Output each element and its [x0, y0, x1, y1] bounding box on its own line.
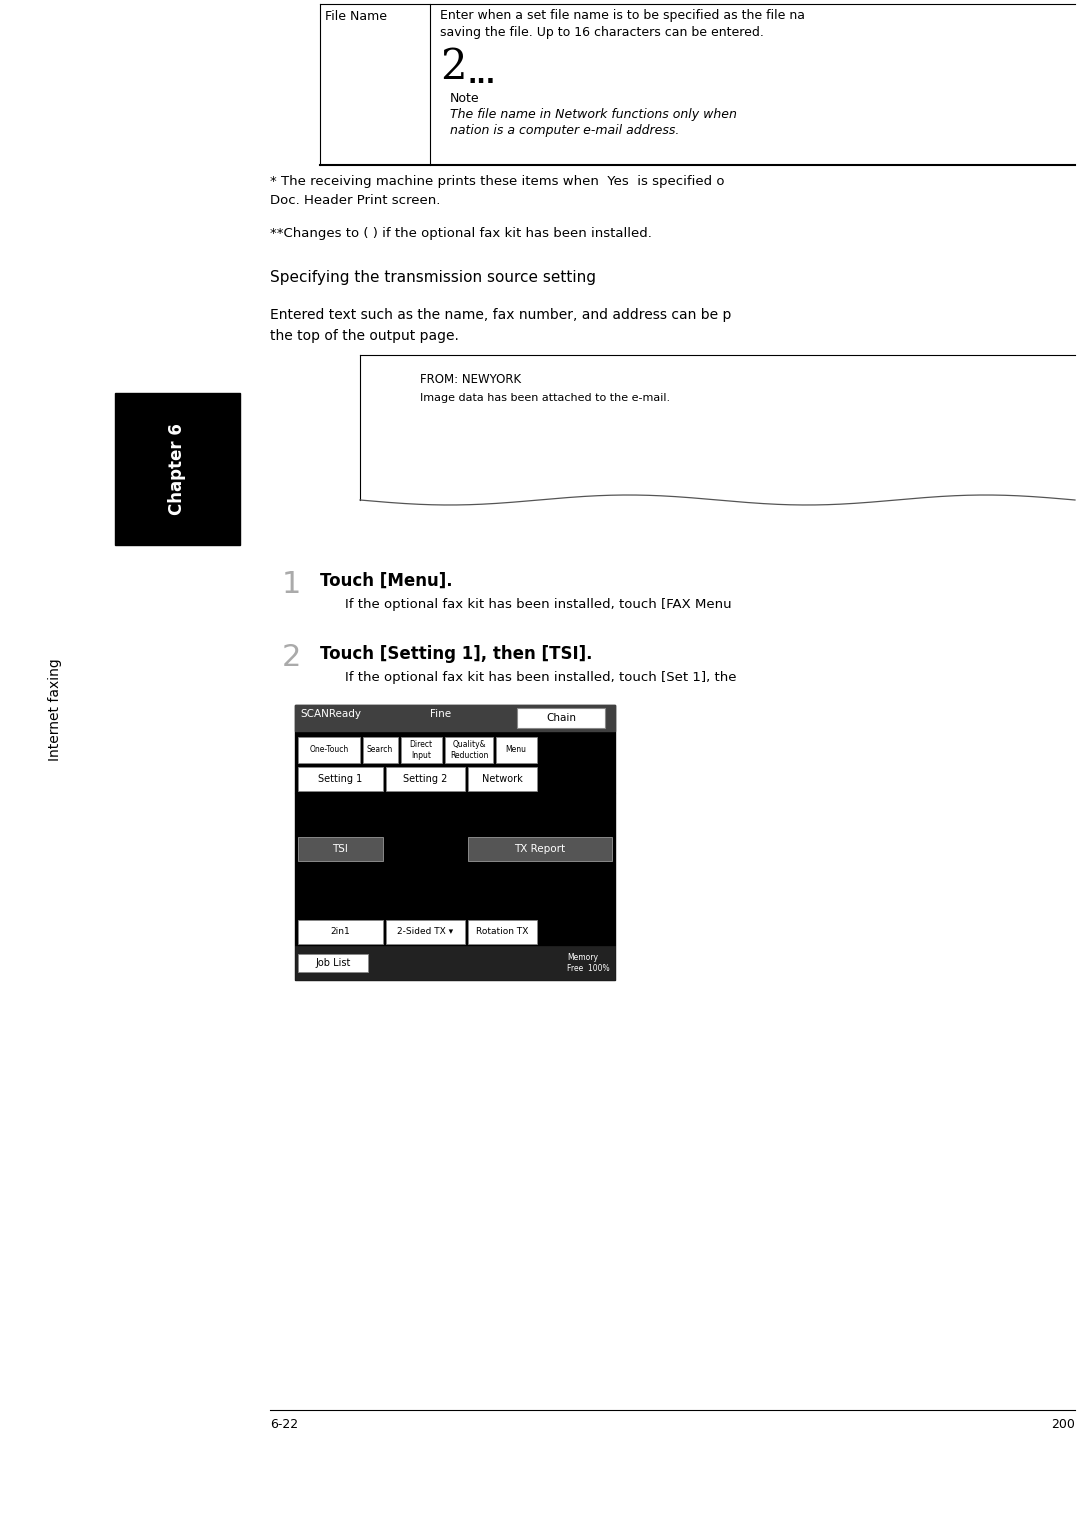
Text: The file name in Network functions only when: The file name in Network functions only … — [450, 109, 737, 121]
Bar — [468, 920, 537, 943]
Text: Job List: Job List — [315, 959, 351, 968]
Text: 200: 200 — [1051, 1417, 1075, 1431]
Bar — [401, 737, 442, 763]
Bar — [468, 768, 537, 790]
Bar — [445, 737, 492, 763]
Text: ...: ... — [468, 64, 496, 89]
Bar — [114, 393, 240, 544]
Text: **Changes to ( ) if the optional fax kit has been installed.: **Changes to ( ) if the optional fax kit… — [270, 226, 652, 240]
Text: saving the file. Up to 16 characters can be entered.: saving the file. Up to 16 characters can… — [440, 26, 764, 40]
Bar — [295, 946, 615, 980]
Text: * The receiving machine prints these items when  Yes  is specified o: * The receiving machine prints these ite… — [270, 174, 725, 188]
Bar — [298, 768, 383, 790]
Text: Entered text such as the name, fax number, and address can be p: Entered text such as the name, fax numbe… — [270, 307, 731, 323]
Bar — [386, 768, 465, 790]
Text: 1: 1 — [282, 570, 301, 599]
Text: TSI: TSI — [332, 844, 348, 855]
Text: 2: 2 — [440, 46, 467, 89]
Bar — [298, 836, 383, 861]
Text: Network: Network — [482, 774, 523, 784]
Text: nation is a computer e-mail address.: nation is a computer e-mail address. — [450, 124, 679, 138]
Text: One-Touch: One-Touch — [309, 746, 349, 754]
Text: 2in1: 2in1 — [330, 928, 350, 936]
Text: If the optional fax kit has been installed, touch [Set 1], the: If the optional fax kit has been install… — [345, 671, 737, 683]
Text: 6-22: 6-22 — [270, 1417, 298, 1431]
Text: Specifying the transmission source setting: Specifying the transmission source setti… — [270, 271, 596, 284]
Text: Setting 2: Setting 2 — [403, 774, 447, 784]
Text: Image data has been attached to the e-mail.: Image data has been attached to the e-ma… — [420, 393, 670, 404]
Bar — [468, 836, 612, 861]
Text: Rotation TX: Rotation TX — [476, 928, 528, 936]
Bar — [295, 705, 615, 980]
Text: Memory
Free  100%: Memory Free 100% — [567, 953, 610, 972]
Text: Menu: Menu — [505, 746, 527, 754]
Bar — [298, 737, 360, 763]
Text: File Name: File Name — [325, 11, 387, 23]
Text: Setting 1: Setting 1 — [318, 774, 362, 784]
Text: SCANReady: SCANReady — [300, 709, 361, 719]
Bar — [295, 705, 615, 731]
Text: Chain: Chain — [546, 713, 576, 723]
Bar — [496, 737, 537, 763]
Text: TX Report: TX Report — [514, 844, 566, 855]
Text: Fine: Fine — [430, 709, 451, 719]
Text: Quality&
Reduction: Quality& Reduction — [449, 740, 488, 760]
Text: Doc. Header Print screen.: Doc. Header Print screen. — [270, 194, 441, 206]
Text: If the optional fax kit has been installed, touch [FAX Menu: If the optional fax kit has been install… — [345, 598, 731, 612]
Text: Internet faxing: Internet faxing — [48, 659, 62, 761]
Text: Touch [Setting 1], then [TSI].: Touch [Setting 1], then [TSI]. — [320, 645, 593, 664]
Text: Touch [Menu].: Touch [Menu]. — [320, 572, 453, 590]
Text: 2: 2 — [282, 644, 301, 673]
Bar — [363, 737, 399, 763]
Text: Note: Note — [450, 92, 480, 106]
Text: Chapter 6: Chapter 6 — [168, 424, 187, 515]
Text: Search: Search — [367, 746, 393, 754]
Text: the top of the output page.: the top of the output page. — [270, 329, 459, 342]
Text: FROM: NEWYORK: FROM: NEWYORK — [420, 373, 522, 385]
Bar — [298, 954, 368, 972]
Text: Direct
Input: Direct Input — [409, 740, 433, 760]
Bar — [517, 708, 605, 728]
Text: Enter when a set file name is to be specified as the file na: Enter when a set file name is to be spec… — [440, 9, 805, 21]
Bar — [386, 920, 465, 943]
Bar — [298, 920, 383, 943]
Text: 2-Sided TX ▾: 2-Sided TX ▾ — [397, 928, 454, 936]
